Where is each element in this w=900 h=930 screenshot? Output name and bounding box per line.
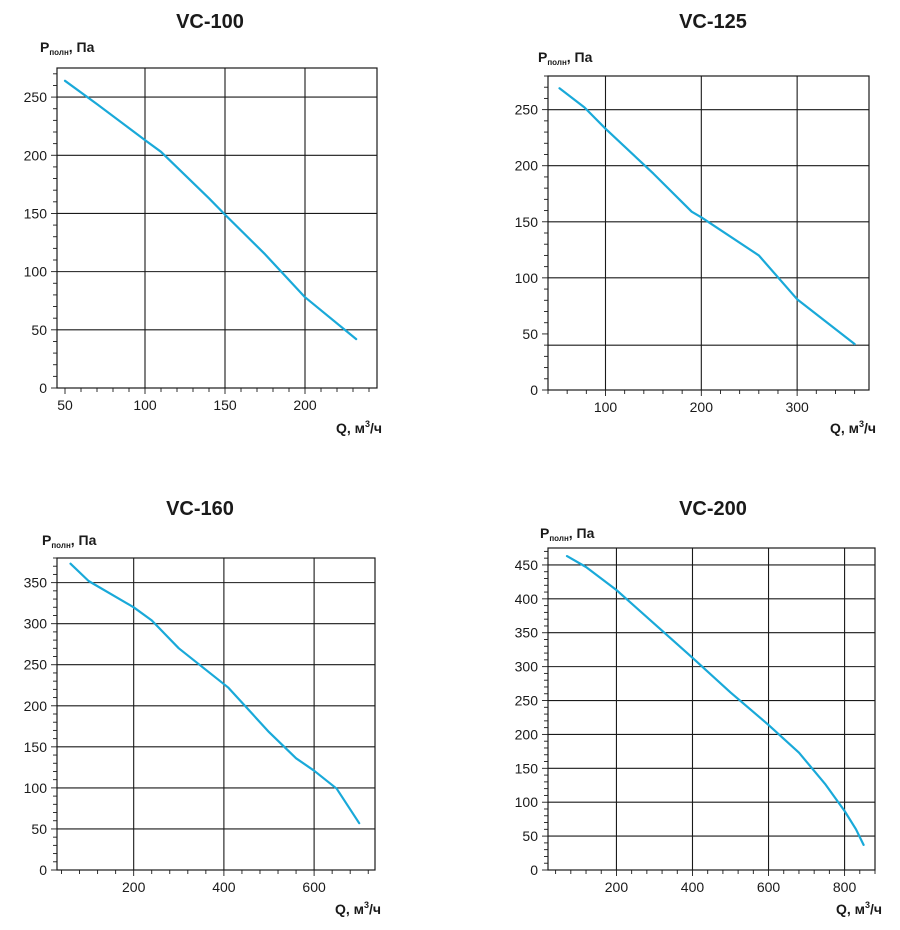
y-tick-label: 50 [31,322,47,338]
y-tick-label: 250 [515,693,539,709]
x-axis-label: Q, м3/ч [335,900,381,917]
y-tick-label: 200 [24,698,48,714]
plot-frame [547,547,876,871]
y-tick-label: 100 [515,270,539,286]
y-tick-label: 200 [515,726,539,742]
y-tick-label: 0 [39,380,47,396]
chart-title: VC-100 [176,11,244,33]
chart-panel-3: VC-200 Pполн, Па Q, м3/ч 0 50 100 150 200 250 300… [515,498,882,917]
x-axis-label: Q, м3/ч [830,419,876,436]
y-tick-label: 450 [515,557,539,573]
x-tick-label: 600 [757,879,781,895]
performance-curve [69,562,361,825]
y-axis-label: Pполн, Па [42,532,97,550]
y-tick-label: 400 [515,591,539,607]
performance-curve [558,87,856,346]
y-tick-label: 150 [24,205,48,221]
x-tick-label: 50 [57,397,73,413]
y-tick-label: 50 [522,828,538,844]
chart-panel-1: VC-125 Pполн, Па Q, м3/ч 0 50 100 150 200 250 100… [515,11,876,436]
x-tick-label: 200 [690,399,714,415]
chart-title: VC-160 [166,498,234,520]
y-tick-label: 350 [515,625,539,641]
y-tick-label: 200 [515,158,539,174]
x-tick-label: 600 [302,879,326,895]
chart-panel-0: VC-100 Pполн, Па Q, м3/ч 0 50 100 150 200 250 50 1… [24,11,382,436]
y-tick-label: 100 [24,780,48,796]
y-tick-label: 0 [39,862,47,878]
y-tick-label: 0 [530,382,538,398]
x-tick-label: 100 [133,397,157,413]
y-tick-label: 300 [24,616,48,632]
x-tick-label: 400 [681,879,705,895]
chart-title: VC-200 [679,498,747,520]
x-tick-label: 400 [212,879,236,895]
y-tick-label: 150 [515,760,539,776]
y-tick-label: 250 [24,657,48,673]
y-tick-label: 250 [515,102,539,118]
plot-frame [56,557,376,871]
x-tick-label: 200 [605,879,629,895]
plot-frame [56,67,378,389]
y-tick-label: 50 [522,326,538,342]
y-tick-label: 150 [24,739,48,755]
chart-panel-2: VC-160 Pполн, Па Q, м3/ч 0 50 100 150 200 250 300… [24,498,381,917]
y-tick-label: 350 [24,575,48,591]
performance-curve [63,79,358,341]
y-axis-label: Pполн, Па [538,49,593,67]
y-tick-label: 50 [31,821,47,837]
x-tick-label: 150 [213,397,237,413]
y-tick-label: 150 [515,214,539,230]
y-tick-label: 250 [24,89,48,105]
x-axis-label: Q, м3/ч [336,419,382,436]
y-axis-label: Pполн, Па [540,525,595,543]
chart-title: VC-125 [679,11,747,33]
y-tick-label: 0 [530,862,538,878]
y-tick-label: 200 [24,147,48,163]
x-tick-label: 200 [122,879,146,895]
x-tick-label: 100 [594,399,618,415]
plot-frame [547,75,870,391]
x-tick-label: 800 [833,879,857,895]
y-tick-label: 100 [24,264,48,280]
y-axis-label: Pполн, Па [40,39,95,57]
y-tick-label: 300 [515,659,539,675]
x-tick-label: 300 [785,399,809,415]
performance-curve [565,554,865,847]
y-tick-label: 100 [515,794,539,810]
x-axis-label: Q, м3/ч [836,900,882,917]
x-tick-label: 200 [293,397,317,413]
